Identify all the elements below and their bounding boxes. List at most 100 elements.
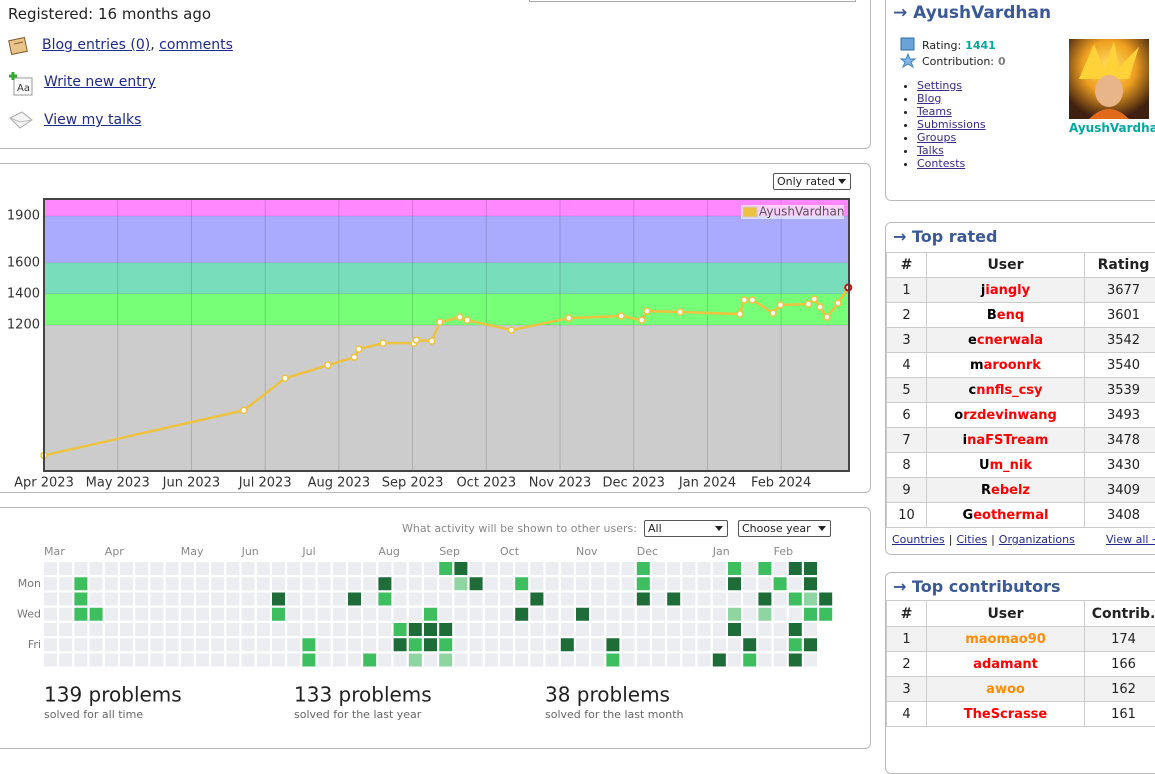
activity-cell (439, 654, 452, 667)
activity-cell (561, 562, 574, 575)
activity-cell (150, 623, 163, 636)
rating-point (325, 362, 331, 368)
activity-cell (804, 577, 817, 590)
activity-cell (728, 608, 741, 621)
activity-cell (302, 577, 315, 590)
menu-link[interactable]: Submissions (917, 118, 986, 131)
footer-link[interactable]: Countries (892, 533, 945, 546)
score: 166 (1085, 652, 1155, 677)
activity-cell (698, 638, 711, 651)
rating-point (413, 337, 419, 343)
score: 162 (1085, 677, 1155, 702)
menu-link[interactable]: Teams (917, 105, 952, 118)
view-all-link[interactable]: View all → (1106, 533, 1155, 546)
score: 3408 (1085, 503, 1155, 528)
activity-cell (287, 562, 300, 575)
activity-cell (804, 623, 817, 636)
activity-cell (394, 623, 407, 636)
menu-link[interactable]: Contests (917, 157, 965, 170)
rating-value: 1441 (965, 39, 996, 52)
user-name[interactable]: AyushVardhan (1069, 121, 1149, 135)
activity-cell (682, 593, 695, 606)
user-handle[interactable]: Geothermal (963, 508, 1049, 523)
activity-cell (105, 562, 118, 575)
activity-cell (302, 608, 315, 621)
menu-link[interactable]: Settings (917, 79, 962, 92)
menu-item: Teams (917, 105, 986, 118)
activity-cell (652, 593, 665, 606)
activity-cell (637, 654, 650, 667)
activity-cell (728, 623, 741, 636)
activity-cell (713, 577, 726, 590)
month-label: Dec (637, 545, 658, 558)
footer-link[interactable]: Cities (956, 533, 987, 546)
activity-cell (470, 608, 483, 621)
user-handle[interactable]: Um_nik (979, 458, 1032, 473)
activity-cell (150, 562, 163, 575)
user-handle[interactable]: cnnfls_csy (968, 383, 1042, 398)
activity-cell (257, 608, 270, 621)
footer-link[interactable]: Organizations (999, 533, 1075, 546)
activity-cell (166, 593, 179, 606)
activity-cell (378, 608, 391, 621)
activity-cell (166, 608, 179, 621)
activity-cell (515, 638, 528, 651)
user-handle[interactable]: Rebelz (981, 483, 1030, 498)
activity-cell (485, 623, 498, 636)
menu-link[interactable]: Blog (917, 92, 941, 105)
activity-cell (682, 654, 695, 667)
activity-cell (287, 638, 300, 651)
activity-cell (348, 654, 361, 667)
user-handle[interactable]: awoo (986, 682, 1025, 697)
user-handle[interactable]: maroonrk (970, 358, 1041, 373)
user-handle[interactable]: Benq (987, 308, 1024, 323)
activity-cell (409, 577, 422, 590)
y-tick-label: 1200 (7, 318, 40, 333)
activity-cell (546, 654, 559, 667)
user-handle[interactable]: ecnerwala (968, 333, 1043, 348)
user-handle[interactable]: inaFSTream (963, 433, 1049, 448)
activity-cell (242, 608, 255, 621)
activity-cell (728, 577, 741, 590)
activity-cell (272, 638, 285, 651)
user-handle[interactable]: jiangly (981, 283, 1030, 298)
user-handle[interactable]: adamant (973, 657, 1038, 672)
x-tick-label: Jan 2024 (678, 476, 736, 491)
month-label: Jul (301, 545, 315, 558)
activity-cell (804, 593, 817, 606)
rating-point (777, 302, 783, 308)
activity-cell (348, 577, 361, 590)
user-handle[interactable]: TheScrasse (964, 707, 1048, 722)
activity-cell (774, 577, 787, 590)
activity-cell (500, 638, 513, 651)
rating-point (566, 315, 572, 321)
activity-cell (44, 608, 57, 621)
activity-cell (591, 562, 604, 575)
activity-cell (181, 577, 194, 590)
activity-cell (394, 608, 407, 621)
menu-link[interactable]: Talks (917, 144, 944, 157)
activity-cell (287, 593, 300, 606)
activity-cell (211, 593, 224, 606)
activity-cell (652, 577, 665, 590)
user-handle[interactable]: maomao90 (965, 632, 1046, 647)
rating-point (437, 319, 443, 325)
activity-cell (59, 562, 72, 575)
activity-cell (105, 654, 118, 667)
user-handle[interactable]: orzdevinwang (954, 408, 1057, 423)
activity-cell (728, 638, 741, 651)
menu-link[interactable]: Groups (917, 131, 956, 144)
rating-point (644, 308, 650, 314)
activity-cell (196, 654, 209, 667)
activity-cell (667, 654, 680, 667)
rank: 4 (887, 702, 927, 727)
rating-point (824, 314, 830, 320)
activity-cell (454, 593, 467, 606)
activity-cell (637, 623, 650, 636)
activity-cell (698, 562, 711, 575)
activity-cell (470, 593, 483, 606)
activity-cell (363, 623, 376, 636)
